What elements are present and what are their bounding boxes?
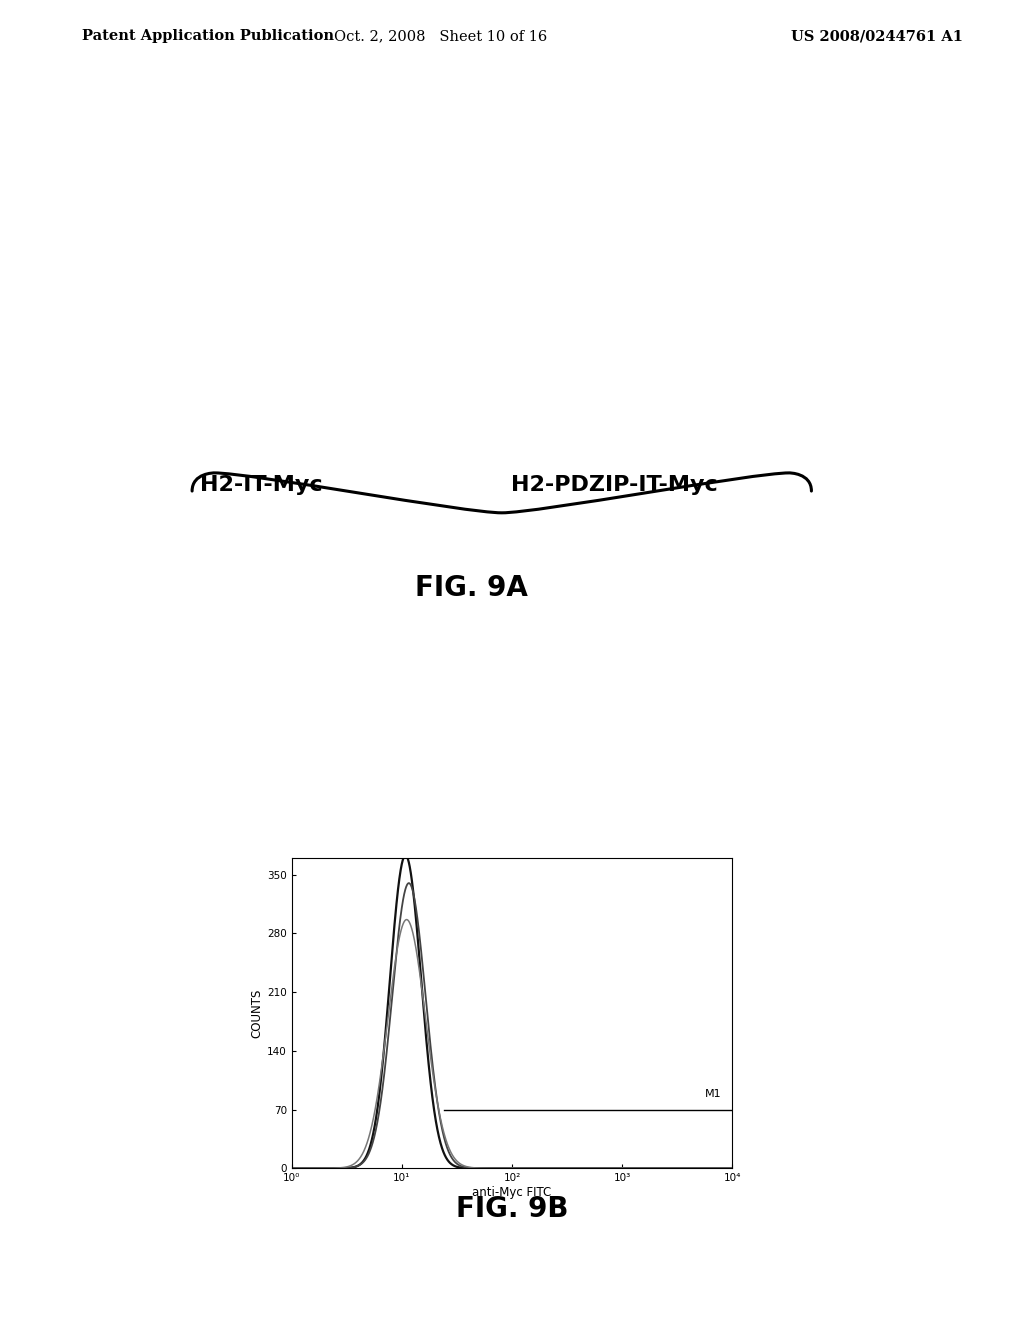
X-axis label: anti-Myc FITC: anti-Myc FITC [472, 1185, 552, 1199]
Text: US 2008/0244761 A1: US 2008/0244761 A1 [791, 29, 963, 44]
Text: Patent Application Publication: Patent Application Publication [82, 29, 334, 44]
Text: H2-IT-Myc: H2-IT-Myc [200, 475, 323, 495]
Text: Oct. 2, 2008   Sheet 10 of 16: Oct. 2, 2008 Sheet 10 of 16 [334, 29, 547, 44]
Text: FIG. 9A: FIG. 9A [415, 574, 527, 602]
Text: H2-PDZIP-IT-Myc: H2-PDZIP-IT-Myc [511, 475, 718, 495]
Text: FIG. 9B: FIG. 9B [456, 1195, 568, 1222]
Text: M1: M1 [705, 1089, 721, 1100]
Y-axis label: COUNTS: COUNTS [250, 989, 263, 1038]
